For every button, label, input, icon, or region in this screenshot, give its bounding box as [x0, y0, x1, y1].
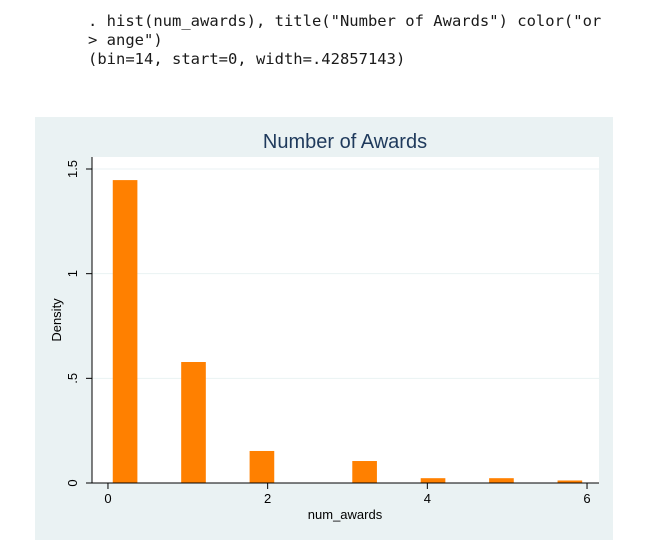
histogram-bar	[557, 480, 583, 483]
code-line-1: . hist(num_awards), title("Number of Awa…	[88, 12, 602, 30]
histogram-bar	[352, 461, 377, 483]
plot-area	[92, 157, 599, 483]
gridlines	[92, 168, 599, 379]
x-tick-label: 4	[424, 491, 431, 506]
histogram-bar	[181, 362, 206, 483]
stata-command-output: . hist(num_awards), title("Number of Awa…	[88, 12, 601, 69]
y-tick-label: .5	[65, 373, 80, 384]
bars	[112, 180, 583, 483]
y-tick-label: 1	[65, 270, 80, 277]
histogram-bar	[112, 180, 138, 483]
x-ticks: 0 2 4 6	[104, 483, 591, 506]
histogram-bar	[420, 478, 446, 483]
x-tick-label: 0	[104, 491, 111, 506]
histogram-bar	[249, 450, 275, 483]
y-ticks: 0 .5 1 1.5	[65, 160, 92, 487]
y-tick-label: 1.5	[65, 160, 80, 178]
y-axis-label: Density	[49, 298, 64, 342]
x-tick-label: 2	[264, 491, 271, 506]
chart-title: Number of Awards	[263, 131, 427, 153]
x-axis-label: num_awards	[308, 507, 383, 522]
code-line-3: (bin=14, start=0, width=.42857143)	[88, 50, 406, 68]
code-line-2: > ange")	[88, 31, 163, 49]
x-tick-label: 6	[583, 491, 590, 506]
y-tick-label: 0	[65, 479, 80, 486]
histogram-bar	[489, 478, 514, 483]
